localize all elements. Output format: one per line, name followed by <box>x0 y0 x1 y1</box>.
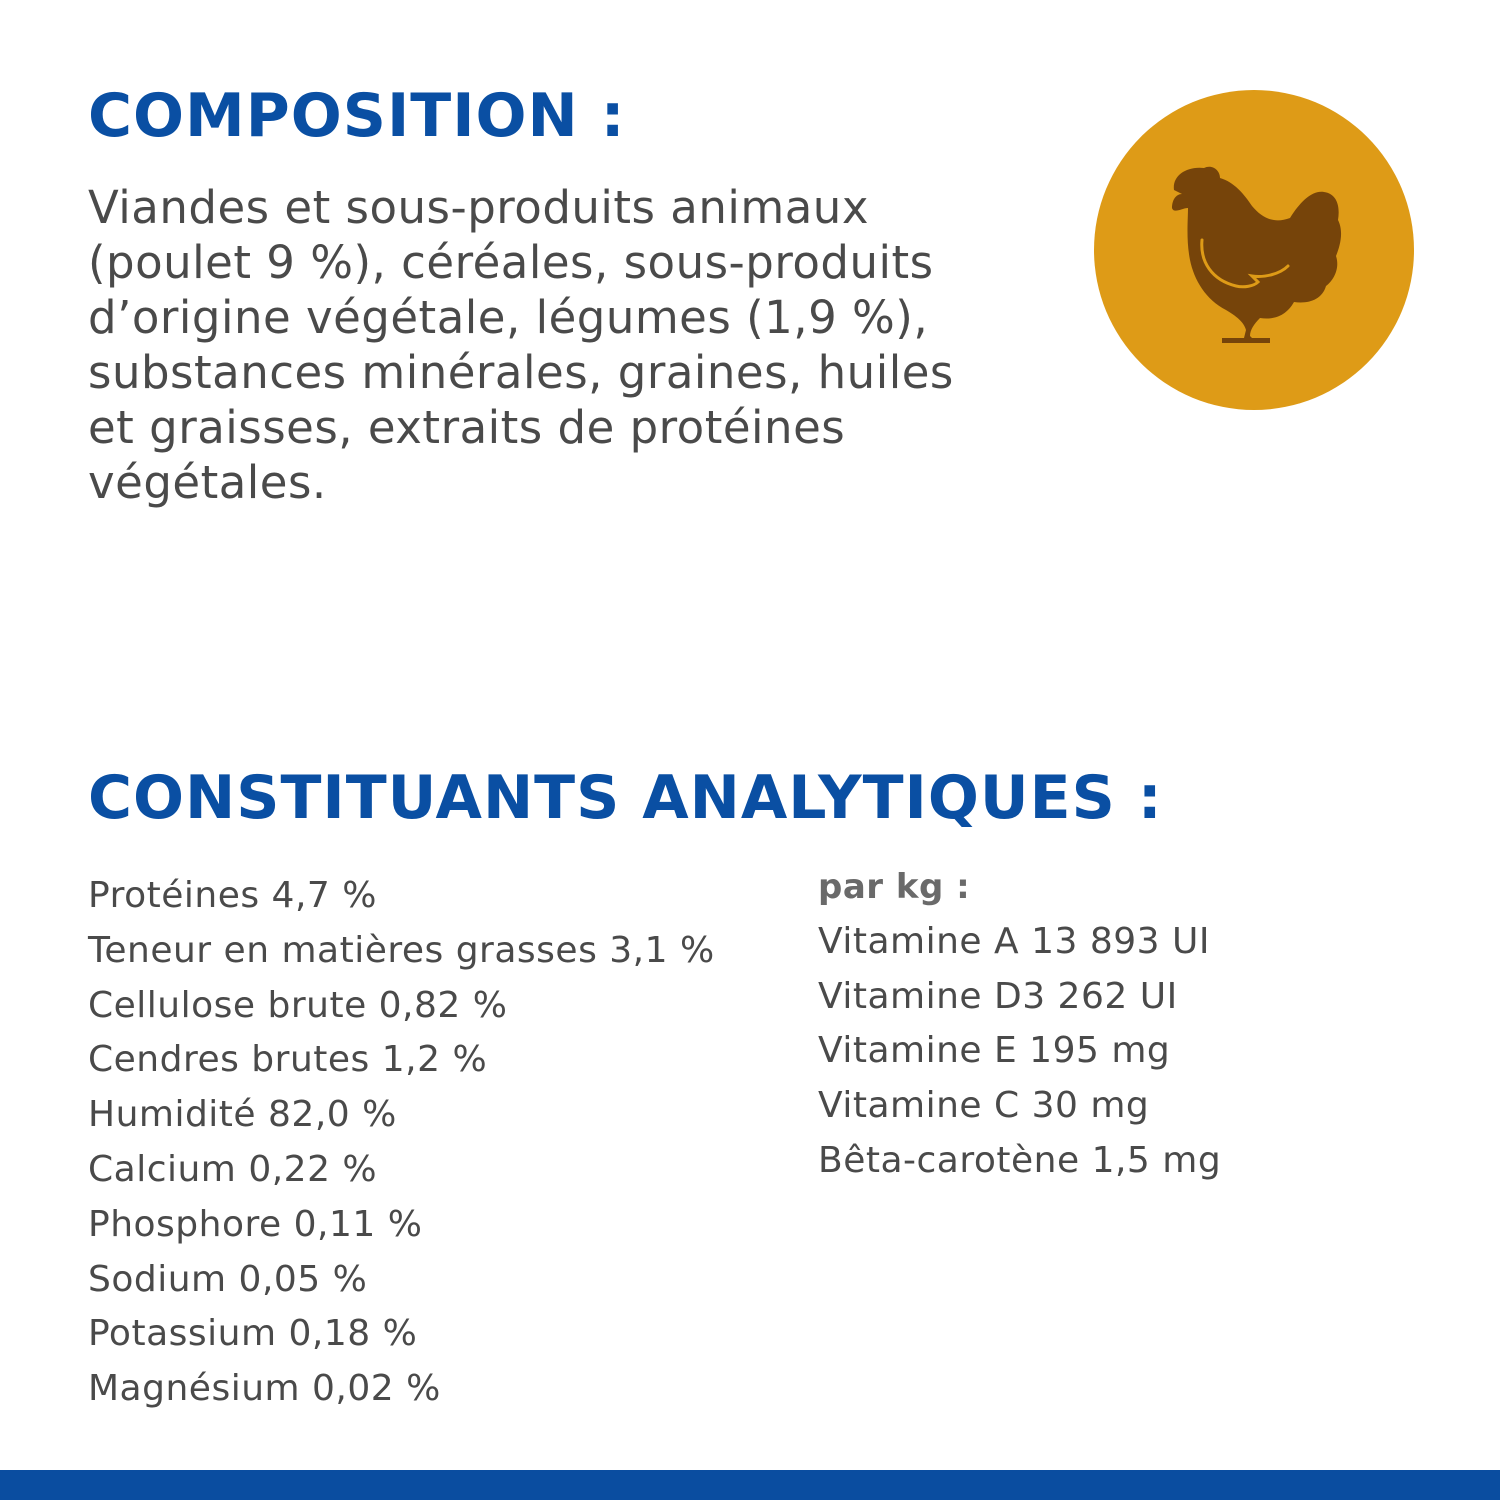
list-item: Potassium 0,18 % <box>88 1313 418 1355</box>
analytical-left-list: Protéines 4,7 % Teneur en matières grass… <box>88 869 715 1417</box>
list-item: Bêta-carotène 1,5 mg <box>818 1139 1222 1181</box>
list-item: Vitamine D3 262 UI <box>818 975 1178 1017</box>
list-item: Sodium 0,05 % <box>88 1258 368 1300</box>
list-item: Phosphore 0,11 % <box>88 1203 423 1245</box>
list-item: Cendres brutes 1,2 % <box>88 1039 488 1081</box>
analytical-right-list: par kg : Vitamine A 13 893 UI Vitamine D… <box>818 860 1221 1189</box>
list-item: Vitamine E 195 mg <box>818 1030 1171 1072</box>
composition-line: substances minérales, graines, huiles <box>88 346 954 399</box>
list-item: Teneur en matières grasses 3,1 % <box>88 929 715 971</box>
composition-title: COMPOSITION : <box>88 81 626 151</box>
per-kg-heading: par kg : <box>818 867 971 907</box>
list-item: Calcium 0,22 % <box>88 1148 378 1190</box>
composition-line: et graisses, extraits de protéines <box>88 401 846 454</box>
composition-line: végétales. <box>88 456 327 509</box>
composition-line: Viandes et sous-produits animaux <box>88 181 869 234</box>
analytical-title: CONSTITUANTS ANALYTIQUES : <box>88 763 1163 833</box>
list-item: Vitamine A 13 893 UI <box>818 920 1210 962</box>
chicken-icon <box>1094 90 1414 410</box>
composition-text: Viandes et sous-produits animaux (poulet… <box>88 180 1068 510</box>
list-item: Cellulose brute 0,82 % <box>88 984 508 1026</box>
bottom-bar <box>0 1470 1500 1500</box>
list-item: Vitamine C 30 mg <box>818 1085 1150 1127</box>
list-item: Humidité 82,0 % <box>88 1094 397 1136</box>
list-item: Protéines 4,7 % <box>88 875 377 916</box>
list-item: Magnésium 0,02 % <box>88 1368 441 1410</box>
composition-line: (poulet 9 %), céréales, sous-produits <box>88 236 934 289</box>
composition-line: d’origine végétale, légumes (1,9 %), <box>88 291 929 344</box>
